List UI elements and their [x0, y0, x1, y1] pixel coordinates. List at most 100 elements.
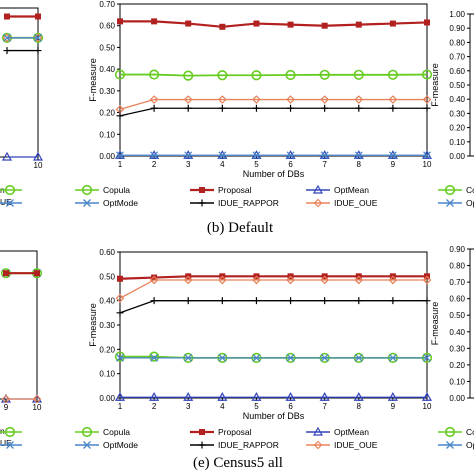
proposal-marker	[117, 18, 123, 25]
rappor-line	[119, 107, 427, 117]
proposal-marker	[424, 19, 430, 26]
legend-label-copula: Copula	[103, 185, 130, 195]
proposal-line	[119, 275, 427, 280]
x-tick-label: 10	[423, 160, 432, 169]
middle-bottom-optmean-series	[114, 392, 433, 401]
optmode-marker	[252, 353, 261, 362]
legend-label-proposal: Proposal	[218, 185, 252, 195]
idue-oue-marker	[183, 95, 193, 104]
optmode-marker	[83, 441, 91, 449]
copula-marker	[353, 69, 364, 80]
rappor-marker	[198, 441, 206, 449]
left-legend-fragment: n UE	[0, 426, 12, 448]
optmode-marker	[423, 151, 431, 160]
idue-oue-marker	[286, 95, 295, 104]
optmode-marker	[218, 151, 227, 160]
rappor-marker	[184, 297, 192, 305]
copula-marker	[81, 184, 93, 196]
optmean-marker	[183, 392, 194, 401]
right-legend-fragment: Copu OptM	[438, 426, 474, 450]
optmode-marker	[116, 151, 124, 160]
y-tick-label: 0.60	[449, 67, 465, 76]
y-tick-label: 0.20	[99, 109, 115, 118]
optmode-marker	[388, 353, 397, 362]
idue-oue-marker	[422, 95, 432, 104]
rappor-marker	[355, 104, 363, 112]
x-axis-label: Number of DBs	[243, 169, 305, 179]
x-tick-label: 6	[288, 160, 293, 169]
left-top-proposal-series	[4, 13, 41, 20]
optmode-marker	[252, 151, 261, 160]
y-tick-label: 0.30	[449, 109, 465, 118]
legend: Copula Proposal OptMean OptMode IDUE_RAPPOR I…	[0, 426, 378, 450]
rappor-marker	[116, 309, 124, 317]
idue-oue-marker	[183, 275, 193, 285]
left-bottom-proposal-series	[3, 270, 40, 277]
y-axis-label: F-measure	[430, 63, 440, 107]
y-tick-label: 0.10	[99, 370, 115, 379]
legend-fragment-text: n	[0, 426, 5, 436]
optmean-marker	[251, 392, 262, 401]
legend-label-rappor: IDUE_RAPPOR	[218, 198, 279, 208]
rappor-marker	[423, 104, 431, 112]
middle-top-proposal-series	[117, 18, 430, 30]
y-tick-label: 0.80	[449, 38, 465, 47]
rappor-marker	[321, 104, 329, 112]
optmode-marker	[446, 199, 454, 207]
caption-census5: (e) Census5 all	[193, 455, 283, 471]
idue-oue-marker	[354, 275, 364, 285]
optmean-marker	[387, 392, 398, 401]
idue-oue-marker	[354, 95, 364, 104]
legend-label-optmean: OptMean	[334, 427, 369, 437]
idue_oue-line	[119, 98, 427, 110]
y-tick-label: 0.40	[449, 95, 465, 104]
y-tick-label: 0.40	[99, 297, 115, 306]
x-tick-label: 7	[322, 160, 327, 169]
rappor-marker	[423, 297, 431, 305]
x-tick-label: 2	[152, 160, 157, 169]
legend-label-idue_oue: IDUE_OUE	[334, 198, 378, 208]
optmode-marker	[320, 151, 329, 160]
idue-oue-marker	[1, 394, 11, 404]
optmode-marker	[34, 33, 42, 42]
panel-right-top: 0.00 0.10 0.20 0.30 0.40 0.50 0.60 0.70 0.80 0.90…	[430, 10, 474, 161]
copula-marker	[183, 70, 194, 81]
y-axis-label: F-measure	[430, 302, 440, 346]
optmean-marker	[421, 392, 433, 401]
copula-marker	[149, 69, 160, 80]
panel-middle-bottom: 0.00 0.10 0.20 0.30 0.40 0.50 0.60 1 2 3 4 5 6 7 8 9 10 N…	[88, 248, 433, 421]
idue-oue-marker	[320, 95, 330, 104]
x-tick-label: 7	[322, 402, 327, 411]
y-tick-label: 0.00	[449, 152, 465, 161]
y-tick-label: 0.40	[449, 328, 465, 337]
left-top-rappor-series	[3, 47, 42, 55]
optmean-marker	[1, 151, 13, 161]
proposal-marker	[117, 275, 123, 282]
idue-oue-marker	[33, 33, 43, 43]
proposal-marker	[219, 23, 226, 30]
x-tick-label: 9	[391, 402, 396, 411]
y-axis-label: F-measure	[88, 58, 98, 102]
y-tick-label: 0.20	[99, 345, 115, 354]
y-tick-label: 0.00	[99, 394, 115, 403]
x-tick-label: 1	[118, 402, 123, 411]
idue-oue-marker	[2, 33, 12, 43]
panel-left-top: 10	[0, 7, 44, 170]
proposal-marker	[151, 18, 158, 25]
copula-marker	[217, 70, 228, 81]
x-tick-label: 10	[423, 402, 432, 411]
optmode-marker	[218, 353, 227, 362]
legend-label-rappor: IDUE_RAPPOR	[218, 440, 279, 450]
rappor-marker	[321, 297, 329, 305]
proposal-marker	[185, 20, 192, 27]
legend-fragment-text: OptM	[466, 198, 474, 208]
proposal-marker	[355, 21, 362, 28]
idue-oue-marker	[149, 95, 159, 104]
x-tick-label: 10	[33, 403, 42, 412]
y-tick-label: 0.40	[99, 65, 115, 74]
legend: Copula Proposal OptMean OptMode IDUE_RAPPOR I…	[0, 184, 378, 208]
optmode-marker	[184, 151, 193, 160]
y-tick-label: 0.10	[449, 377, 465, 386]
y-tick-label: 0.90	[449, 245, 465, 254]
